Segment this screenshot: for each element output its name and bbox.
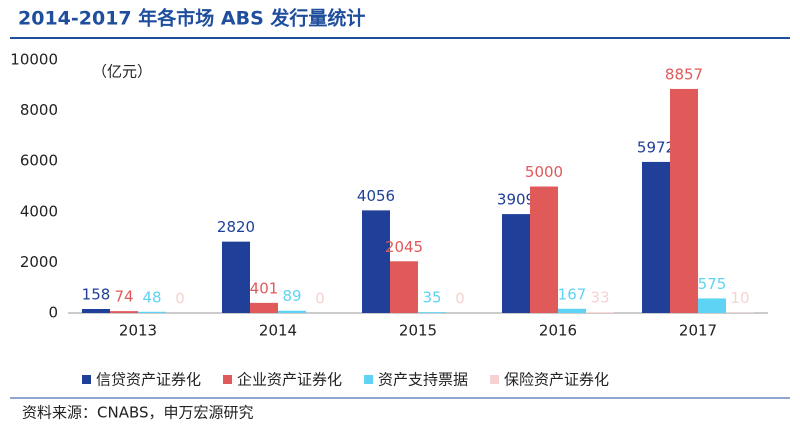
y-tick-label: 8000 <box>20 101 58 119</box>
data-label: 74 <box>114 288 133 306</box>
bar <box>390 261 418 313</box>
bar <box>530 186 558 313</box>
data-label: 5000 <box>525 163 563 181</box>
unit-label: （亿元） <box>92 63 152 81</box>
source-note: 资料来源：CNABS，申万宏源研究 <box>22 404 254 422</box>
chart-title: 2014-2017 年各市场 ABS 发行量统计 <box>18 7 365 30</box>
legend-label: 企业资产证券化 <box>237 371 342 389</box>
bar <box>558 308 586 313</box>
x-tick-label: 2013 <box>119 322 157 340</box>
data-label: 48 <box>142 288 161 306</box>
data-label: 8857 <box>665 65 703 83</box>
data-label: 575 <box>698 275 727 293</box>
x-tick-label: 2015 <box>399 322 437 340</box>
y-tick-label: 4000 <box>20 202 58 220</box>
data-label: 4056 <box>357 187 395 205</box>
legend-swatch <box>223 375 233 384</box>
bar <box>670 88 698 313</box>
y-tick-label: 10000 <box>10 51 58 69</box>
data-label: 167 <box>558 285 587 303</box>
data-label: 158 <box>82 286 111 304</box>
legend-swatch <box>364 375 374 384</box>
bar <box>82 309 110 313</box>
legend-label: 保险资产证券化 <box>504 371 609 389</box>
bar <box>418 312 446 313</box>
data-label: 3909 <box>497 191 535 209</box>
bar <box>138 311 166 313</box>
data-label: 2820 <box>217 218 255 236</box>
data-label: 33 <box>590 289 609 307</box>
y-tick-label: 0 <box>48 304 58 322</box>
y-tick-label: 2000 <box>20 253 58 271</box>
data-label: 10 <box>730 289 749 307</box>
legend-swatch <box>490 375 500 384</box>
bar <box>698 298 726 313</box>
bar <box>110 311 138 313</box>
data-label: 0 <box>175 290 185 308</box>
bar <box>642 161 670 313</box>
y-tick-label: 6000 <box>20 152 58 170</box>
x-tick-label: 2014 <box>259 322 297 340</box>
data-label: 5972 <box>637 138 675 156</box>
bar <box>502 214 530 313</box>
bar <box>586 312 614 313</box>
bar <box>250 302 278 313</box>
data-label: 401 <box>250 279 279 297</box>
legend-label: 信贷资产证券化 <box>96 371 201 389</box>
bar <box>278 310 306 313</box>
x-tick-label: 2017 <box>679 322 717 340</box>
bar <box>222 241 250 313</box>
data-label: 35 <box>422 289 441 307</box>
data-label: 89 <box>282 287 301 305</box>
data-label: 2045 <box>385 238 423 256</box>
legend-swatch <box>82 375 91 384</box>
data-label: 0 <box>315 290 325 308</box>
bar <box>362 210 390 313</box>
data-label: 0 <box>455 290 465 308</box>
legend-label: 资产支持票据 <box>378 371 468 389</box>
x-tick-label: 2016 <box>539 322 577 340</box>
